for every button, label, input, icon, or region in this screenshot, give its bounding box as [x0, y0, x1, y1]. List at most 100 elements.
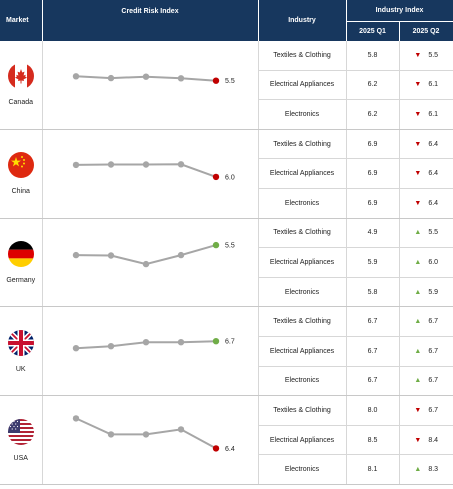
industry-index-q1: 5.8: [345, 277, 399, 308]
q2-value: 6.7: [428, 318, 439, 326]
industry-index-q1: 8.0: [345, 395, 399, 426]
industry-index-q2: ▲ 6.7: [398, 306, 453, 337]
industry-index-q1: 6.9: [345, 158, 399, 189]
q2-value: 8.4: [428, 436, 439, 444]
industry-name: Electrical Appliances: [257, 70, 346, 101]
sparkline-point: [72, 415, 79, 422]
table-row: Electrical Appliances 6.7 ▲ 6.7: [0, 336, 453, 367]
china-flag-icon: [7, 152, 34, 179]
table-row: Electrical Appliances 5.9 ▲ 6.0: [0, 247, 453, 278]
sparkline-point: [177, 252, 184, 259]
trend-up-icon: ▲: [414, 466, 422, 474]
credit-risk-sparkline-cell: 5.5: [41, 41, 258, 130]
industry-name: Textiles & Clothing: [257, 218, 346, 249]
sparkline-value-label: 6.0: [225, 174, 235, 181]
table-row: China 6.0 Textiles & Clothing 6.9 ▼ 6.4: [0, 129, 453, 219]
sparkline-point: [107, 74, 114, 82]
sparkline-point: [107, 343, 114, 350]
sparkline-value-label: 6.7: [225, 339, 235, 346]
industry-index-q1: 8.5: [345, 425, 399, 456]
q2-value: 6.7: [428, 406, 439, 414]
trend-down-icon: ▼: [414, 51, 422, 59]
table-row: Electronics 8.1 ▲ 8.3: [0, 454, 453, 485]
table-row: Electronics 6.7 ▲ 6.7: [0, 366, 453, 397]
trend-down-icon: ▼: [414, 170, 422, 178]
table-row: Canada 5.5 Textiles & Clothing 5.8 ▼ 5.5: [0, 41, 453, 130]
sparkline-point: [142, 339, 149, 346]
table-row: Electronics 6.9 ▼ 6.4: [0, 188, 453, 219]
sparkline-value-label: 5.5: [225, 243, 235, 250]
table-row: Electrical Appliances 6.2 ▼ 6.1: [0, 70, 453, 101]
q2-value: 6.7: [428, 347, 439, 355]
trend-up-icon: ▲: [414, 229, 422, 237]
sparkline-end-point: [212, 77, 219, 84]
industry-index-q2: ▲ 6.0: [398, 247, 453, 278]
trend-down-icon: ▼: [414, 110, 422, 118]
industry-index-q2: ▼ 8.4: [398, 425, 453, 456]
credit-risk-sparkline: 6.0: [72, 160, 235, 181]
q2-value: 6.4: [428, 170, 439, 178]
q2-value: 6.0: [428, 258, 439, 266]
uk-flag-icon: [7, 329, 34, 356]
q2-value: 6.1: [428, 81, 439, 89]
country-name: Germany: [6, 276, 36, 284]
industry-name: Electrical Appliances: [257, 425, 346, 456]
industry-index-q2: ▼ 6.4: [398, 158, 453, 189]
header-q1: 2025 Q1: [346, 21, 400, 41]
country-name: China: [11, 188, 30, 196]
industry-index-q1: 6.7: [345, 366, 399, 397]
industry-index-q2: ▲ 5.5: [398, 218, 453, 249]
country-cell-uk: UK: [0, 306, 42, 397]
sparkline-point: [107, 160, 114, 168]
country-cell-germany: Germany: [0, 218, 42, 308]
header-industry: Industry: [258, 0, 347, 41]
country-cell-china: China: [0, 129, 42, 219]
trend-up-icon: ▲: [414, 258, 422, 266]
header-q2: 2025 Q2: [399, 21, 453, 41]
header-industry-index: Industry Index: [346, 0, 453, 22]
canada-flag-icon: [7, 63, 34, 90]
industry-name: Electronics: [257, 99, 346, 130]
sparkline-point: [72, 72, 79, 80]
q2-value: 6.7: [428, 377, 439, 385]
industry-index-q2: ▼ 6.7: [398, 395, 453, 426]
industry-index-q2: ▲ 6.7: [398, 366, 453, 397]
industry-index-q1: 6.9: [345, 129, 399, 160]
table-row: Electrical Appliances 6.9 ▼ 6.4: [0, 158, 453, 189]
industry-name: Textiles & Clothing: [257, 395, 346, 426]
sparkline-point: [177, 426, 184, 433]
industry-index-q1: 5.9: [345, 247, 399, 278]
industry-index-q2: ▼ 6.4: [398, 188, 453, 219]
industry-index-q1: 6.9: [345, 188, 399, 219]
sparkline-point: [72, 161, 79, 168]
sparkline-value-label: 5.5: [225, 78, 235, 85]
industry-index-q1: 6.2: [345, 99, 399, 130]
country-name: Canada: [8, 99, 34, 107]
industry-index-q1: 5.8: [345, 41, 399, 71]
header-credit-risk-index: Credit Risk Index: [42, 0, 259, 41]
sparkline-point: [177, 74, 184, 82]
industry-index-q2: ▼ 6.1: [398, 99, 453, 130]
industry-index-q2: ▼ 6.1: [398, 70, 453, 101]
credit-risk-sparkline: 5.5: [72, 72, 235, 85]
industry-name: Textiles & Clothing: [257, 306, 346, 337]
q2-value: 6.4: [428, 199, 439, 207]
q2-value: 5.5: [428, 51, 439, 59]
sparkline-point: [177, 339, 184, 346]
credit-risk-sparkline-cell: 6.7: [41, 306, 258, 397]
sparkline-point: [177, 160, 184, 168]
industry-index-q1: 8.1: [345, 454, 399, 485]
trend-up-icon: ▲: [414, 288, 422, 296]
q2-value: 5.9: [428, 288, 439, 296]
country-cell-usa: USA: [0, 395, 42, 485]
country-name: UK: [15, 365, 26, 373]
credit-risk-sparkline-cell: 6.4: [41, 395, 258, 485]
sparkline-end-point: [212, 445, 219, 452]
credit-risk-sparkline-cell: 6.0: [41, 129, 258, 219]
industry-index-q2: ▲ 8.3: [398, 454, 453, 485]
country-name: USA: [13, 454, 28, 462]
credit-risk-sparkline: 5.5: [72, 242, 235, 268]
sparkline-end-point: [212, 242, 219, 249]
industry-index-q1: 6.7: [345, 306, 399, 337]
